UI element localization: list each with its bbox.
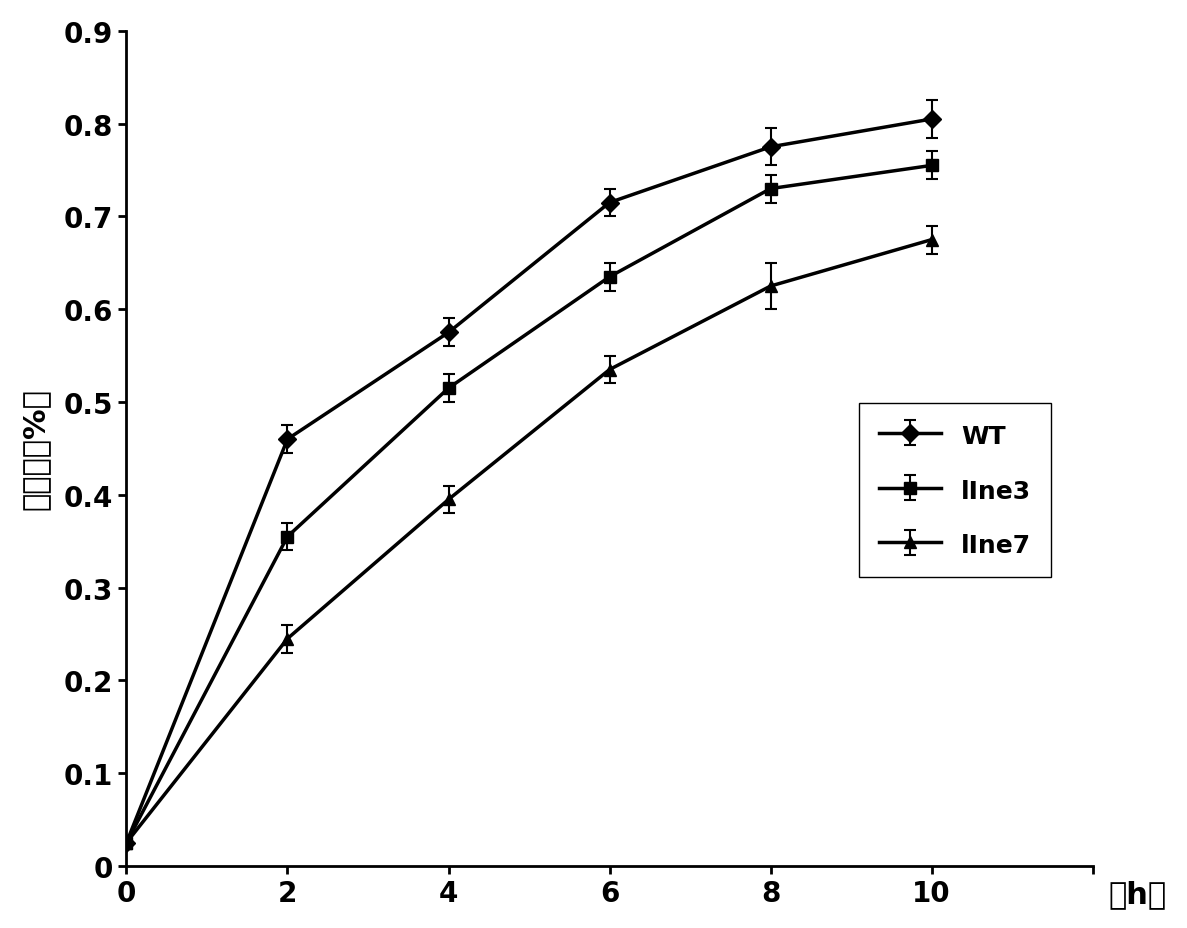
Legend: WT, lIne3, lIne7: WT, lIne3, lIne7 bbox=[858, 404, 1052, 577]
Text: （h）: （h） bbox=[1109, 880, 1167, 909]
Y-axis label: 失水率（%）: 失水率（%） bbox=[21, 388, 50, 509]
